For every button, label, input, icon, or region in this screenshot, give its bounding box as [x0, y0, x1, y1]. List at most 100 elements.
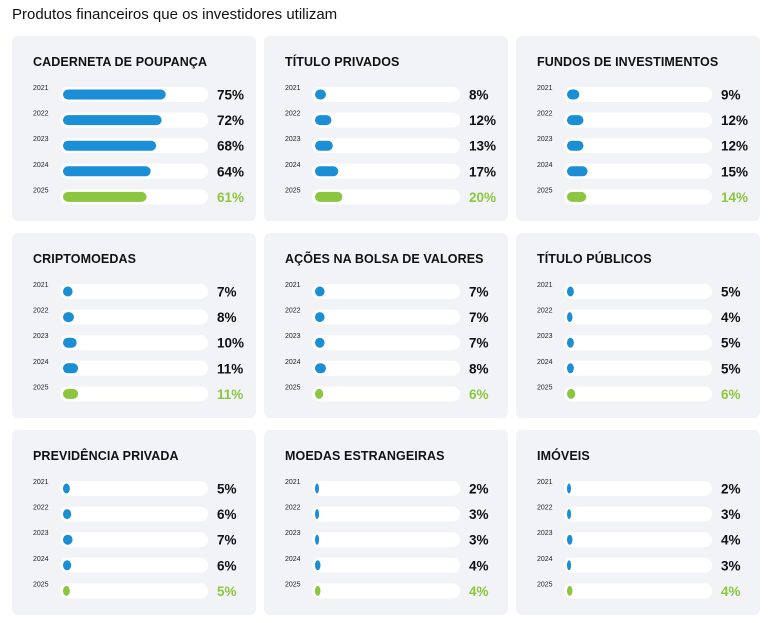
- bar-track: [564, 386, 712, 402]
- bar-track: [564, 112, 712, 128]
- bar: [63, 509, 72, 520]
- bar: [567, 337, 574, 348]
- bar-track: [60, 386, 208, 402]
- bar-track: [564, 87, 712, 102]
- bar-track: [60, 481, 208, 496]
- bar: [315, 363, 326, 374]
- bar-chart: 2021 2% 2022 3% 2023 4% 2024 3% 2025 4%: [537, 479, 741, 599]
- value-label: 64%: [217, 164, 244, 179]
- year-label: 2023: [537, 136, 553, 143]
- chart-card: CADERNETA DE POUPANÇA 2021 75% 2022 72% 2023 6…: [12, 36, 256, 221]
- year-label: 2024: [33, 359, 49, 366]
- bar-track: [312, 506, 460, 522]
- bar-track: [564, 360, 712, 376]
- chart-card: PREVIDÊNCIA PRIVADA 2021 5% 2022 6% 2023 7% 202…: [12, 430, 256, 615]
- bar-track: [564, 335, 712, 351]
- value-label: 11%: [217, 361, 243, 376]
- bar: [315, 483, 319, 494]
- year-label: 2025: [33, 384, 49, 391]
- bar: [567, 115, 584, 126]
- bar-track: [60, 532, 208, 548]
- chart-card: IMÓVEIS 2021 2% 2022 3% 2023 4% 2024 3% 2025 4%: [516, 430, 760, 615]
- value-label: 72%: [217, 113, 244, 128]
- bar-track: [564, 583, 712, 599]
- chart-card: CRIPTOMOEDAS 2021 7% 2022 8% 2023 10% 2024 11% 20…: [12, 233, 256, 418]
- bar: [63, 140, 157, 151]
- year-label: 2021: [33, 282, 49, 289]
- bar-track: [312, 557, 460, 573]
- value-label: 11%: [217, 387, 243, 402]
- value-label: 5%: [721, 285, 741, 300]
- bar-track: [60, 557, 208, 573]
- bar: [63, 337, 77, 348]
- value-label: 4%: [469, 584, 489, 599]
- value-label: 7%: [469, 336, 489, 351]
- bar-track: [564, 309, 712, 325]
- value-label: 7%: [217, 533, 237, 548]
- year-label: 2024: [285, 556, 301, 563]
- chart-card: FUNDOS DE INVESTIMENTOS 2021 9% 2022 12% 2023…: [516, 36, 760, 221]
- value-label: 6%: [217, 558, 237, 573]
- chart-title: IMÓVEIS: [537, 449, 590, 463]
- bar: [63, 166, 151, 177]
- year-label: 2021: [537, 479, 553, 486]
- year-label: 2021: [33, 85, 49, 92]
- bar-track: [312, 87, 460, 102]
- page-title: Produtos financeiros que os investidores…: [12, 6, 338, 23]
- bar-track: [564, 506, 712, 522]
- chart-title: CRIPTOMOEDAS: [33, 252, 137, 266]
- year-label: 2023: [33, 333, 49, 340]
- value-label: 6%: [217, 507, 237, 522]
- bar-track: [312, 386, 460, 402]
- bar-track: [312, 532, 460, 548]
- bar-track: [60, 284, 208, 299]
- value-label: 4%: [721, 533, 741, 548]
- value-label: 7%: [469, 285, 489, 300]
- value-label: 4%: [721, 584, 741, 599]
- value-label: 8%: [217, 310, 237, 325]
- value-label: 5%: [217, 482, 237, 497]
- bar-track: [564, 284, 712, 299]
- value-label: 8%: [469, 88, 489, 103]
- bar: [567, 388, 576, 399]
- value-label: 5%: [217, 584, 237, 599]
- bar-track: [312, 583, 460, 599]
- year-label: 2025: [33, 187, 49, 194]
- value-label: 12%: [469, 113, 496, 128]
- value-label: 3%: [721, 558, 741, 573]
- bar: [63, 312, 74, 323]
- value-label: 14%: [721, 190, 748, 205]
- value-label: 10%: [217, 336, 244, 351]
- value-label: 12%: [721, 139, 748, 154]
- year-label: 2025: [285, 581, 301, 588]
- year-label: 2024: [537, 556, 553, 563]
- year-label: 2022: [285, 308, 301, 315]
- year-label: 2023: [285, 136, 301, 143]
- bar: [315, 166, 339, 177]
- value-label: 15%: [721, 164, 748, 179]
- bar-track: [312, 138, 460, 154]
- bar: [567, 89, 580, 100]
- value-label: 6%: [721, 387, 741, 402]
- year-label: 2025: [285, 187, 301, 194]
- bar: [315, 337, 325, 348]
- year-label: 2024: [537, 359, 553, 366]
- bar: [567, 140, 584, 151]
- year-label: 2023: [537, 530, 553, 537]
- year-label: 2021: [285, 85, 301, 92]
- year-label: 2023: [285, 530, 301, 537]
- year-label: 2021: [285, 282, 301, 289]
- bar-chart: 2021 2% 2022 3% 2023 3% 2024 4% 2025 4%: [285, 479, 489, 599]
- bar: [315, 534, 320, 545]
- bar-track: [60, 309, 208, 325]
- year-label: 2022: [33, 505, 49, 512]
- value-label: 3%: [721, 507, 741, 522]
- year-label: 2022: [537, 505, 553, 512]
- year-label: 2021: [33, 479, 49, 486]
- bar: [567, 312, 573, 323]
- bar: [63, 89, 166, 100]
- chart-title: MOEDAS ESTRANGEIRAS: [285, 449, 445, 463]
- value-label: 4%: [469, 558, 489, 573]
- year-label: 2024: [33, 556, 49, 563]
- value-label: 12%: [721, 113, 748, 128]
